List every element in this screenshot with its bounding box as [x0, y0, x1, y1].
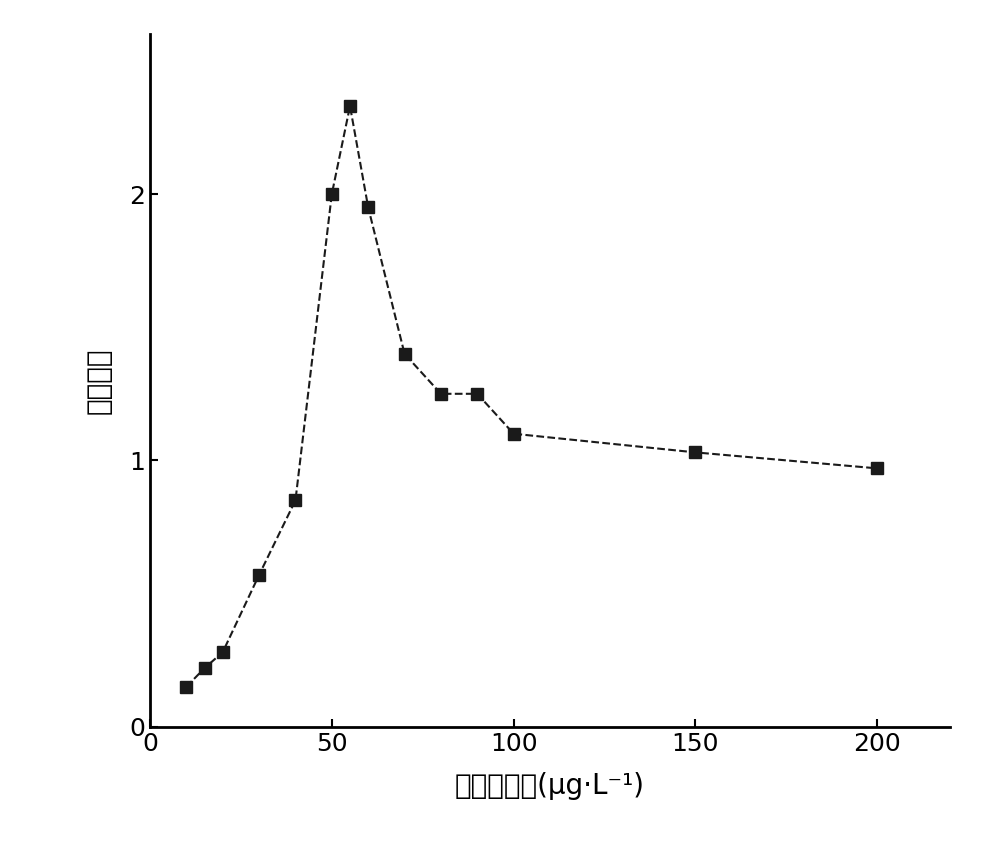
Y-axis label: 相对强度: 相对强度 [84, 347, 112, 414]
X-axis label: 四环素浓度(μg·L⁻¹): 四环素浓度(μg·L⁻¹) [455, 772, 645, 800]
